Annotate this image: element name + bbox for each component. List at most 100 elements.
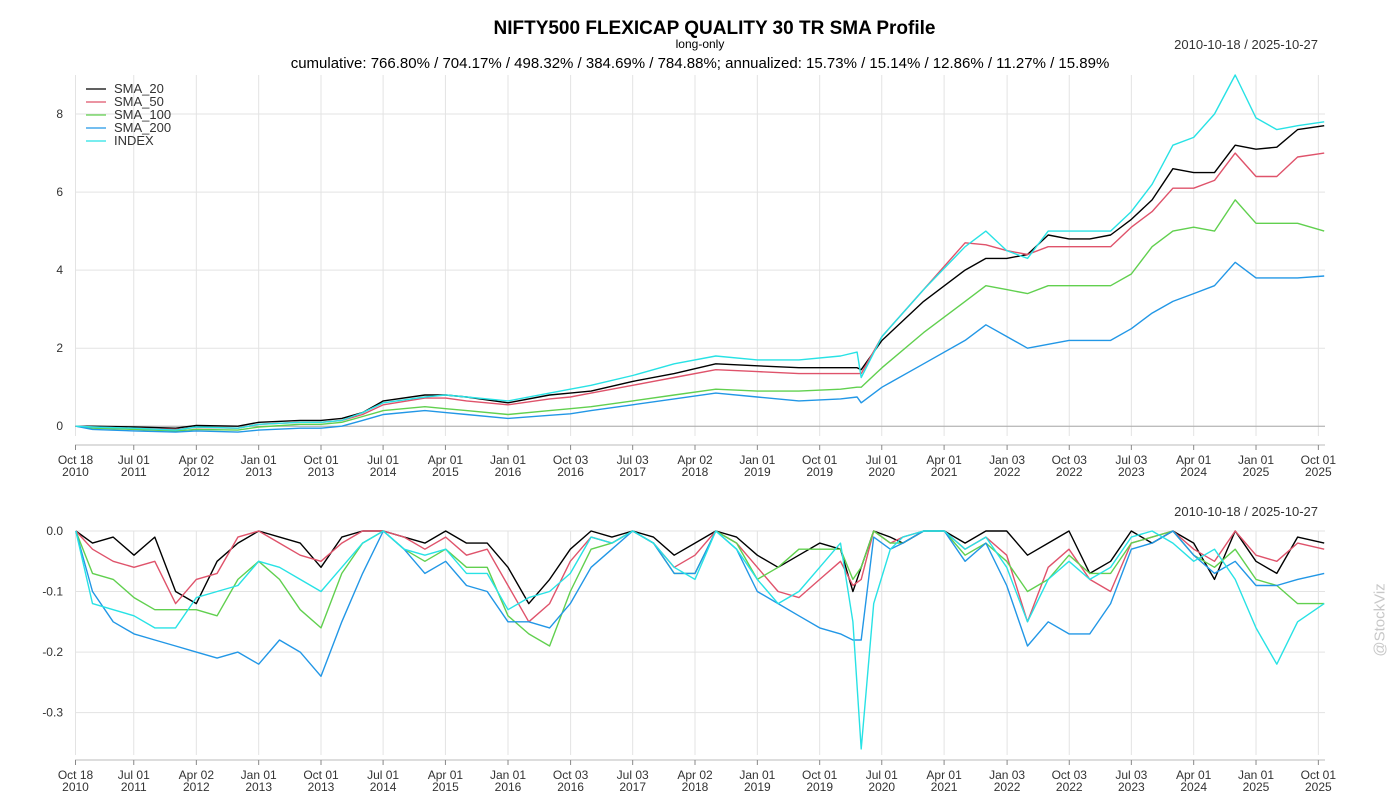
date-range-top: 2010-10-18 / 2025-10-27: [1174, 37, 1318, 52]
x-tick-year-label: 2011: [121, 780, 147, 794]
x-tick-year-label: 2020: [868, 465, 895, 479]
x-tick-year-label: 2014: [370, 780, 397, 794]
x-tick-year-label: 2017: [619, 780, 646, 794]
x-tick-year-label: 2022: [1056, 465, 1083, 479]
x-tick-label: Jan 01: [739, 768, 775, 782]
x-tick-label: Apr 02: [677, 768, 713, 782]
x-tick-label: Oct 03: [553, 453, 589, 467]
x-tick-label: Apr 02: [179, 768, 215, 782]
series-line-sma-100: [75, 199, 1325, 432]
x-tick-label: Apr 01: [428, 453, 464, 467]
series-line-index: [75, 530, 1325, 750]
x-tick-label: Oct 01: [802, 768, 838, 782]
y-tick-label: 2: [56, 341, 63, 355]
x-tick-label: Oct 01: [1301, 453, 1337, 467]
x-tick-label: Oct 01: [1301, 768, 1337, 782]
x-tick-label: Jan 01: [241, 453, 277, 467]
series-line-sma-50: [75, 152, 1325, 431]
x-tick-label: Jan 01: [490, 453, 526, 467]
x-tick-year-label: 2012: [183, 465, 210, 479]
x-tick-label: Oct 03: [1052, 453, 1088, 467]
x-tick-label: Jan 01: [1238, 768, 1274, 782]
x-tick-year-label: 2010: [62, 465, 89, 479]
x-tick-year-label: 2013: [308, 780, 335, 794]
y-tick-label: -0.2: [42, 645, 63, 659]
x-tick-label: Jan 03: [989, 768, 1025, 782]
x-tick-year-label: 2018: [682, 465, 709, 479]
legend-label: SMA_200: [114, 120, 171, 135]
x-tick-year-label: 2014: [370, 465, 397, 479]
x-tick-year-label: 2023: [1118, 465, 1145, 479]
x-tick-label: Apr 01: [1176, 453, 1212, 467]
x-tick-year-label: 2025: [1243, 780, 1270, 794]
watermark-text: @StockViz: [1371, 583, 1389, 657]
x-tick-label: Apr 01: [1176, 768, 1212, 782]
x-tick-year-label: 2022: [994, 465, 1021, 479]
legend-label: SMA_50: [114, 94, 164, 109]
series-line-sma-200: [75, 261, 1325, 433]
x-tick-year-label: 2016: [557, 465, 584, 479]
x-tick-label: Oct 18: [58, 453, 94, 467]
watermark: @StockViz: [1365, 570, 1395, 670]
x-tick-year-label: 2024: [1180, 780, 1207, 794]
performance-stats: cumulative: 766.80% / 704.17% / 498.32% …: [290, 55, 1110, 72]
x-tick-year-label: 2016: [495, 780, 522, 794]
x-tick-label: Jul 03: [617, 768, 649, 782]
x-tick-label: Oct 01: [802, 453, 838, 467]
y-tick-label: 6: [56, 185, 63, 199]
x-tick-year-label: 2019: [744, 465, 771, 479]
x-tick-label: Jul 01: [866, 768, 898, 782]
x-tick-year-label: 2016: [495, 465, 522, 479]
x-tick-year-label: 2010: [62, 780, 89, 794]
x-tick-year-label: 2019: [744, 780, 771, 794]
x-tick-year-label: 2016: [557, 780, 584, 794]
date-range-bottom: 2010-10-18 / 2025-10-27: [1174, 504, 1318, 519]
x-tick-year-label: 2023: [1118, 780, 1145, 794]
x-tick-year-label: 2015: [432, 465, 459, 479]
x-tick-year-label: 2019: [806, 465, 833, 479]
x-tick-year-label: 2021: [931, 780, 958, 794]
x-tick-year-label: 2015: [432, 780, 459, 794]
x-tick-label: Jul 01: [118, 453, 150, 467]
x-tick-year-label: 2017: [619, 465, 646, 479]
x-tick-label: Jul 03: [1115, 453, 1147, 467]
legend-label: INDEX: [114, 133, 154, 148]
x-tick-year-label: 2025: [1243, 465, 1270, 479]
y-tick-label: 0.0: [46, 524, 63, 538]
x-tick-year-label: 2013: [245, 465, 272, 479]
x-tick-label: Apr 02: [179, 453, 215, 467]
x-tick-label: Jan 01: [739, 453, 775, 467]
series-line-sma-20: [75, 125, 1325, 429]
x-tick-year-label: 2022: [1056, 780, 1083, 794]
x-tick-label: Oct 01: [303, 768, 339, 782]
x-tick-year-label: 2020: [868, 780, 895, 794]
chart-subtitle: long-only: [675, 37, 725, 51]
chart-title: NIFTY500 FLEXICAP QUALITY 30 TR SMA Prof…: [493, 18, 936, 39]
x-tick-label: Jul 03: [617, 453, 649, 467]
x-tick-year-label: 2022: [994, 780, 1021, 794]
y-tick-label: 4: [56, 263, 63, 277]
series-line-sma-200: [75, 530, 1325, 677]
x-tick-label: Apr 02: [677, 453, 713, 467]
x-tick-year-label: 2013: [245, 780, 272, 794]
x-tick-label: Jul 01: [367, 768, 399, 782]
y-tick-label: 0: [56, 419, 63, 433]
x-tick-label: Oct 03: [1052, 768, 1088, 782]
x-tick-year-label: 2021: [931, 465, 958, 479]
x-tick-year-label: 2012: [183, 780, 210, 794]
x-tick-label: Jul 03: [1115, 768, 1147, 782]
x-tick-label: Jul 01: [866, 453, 898, 467]
x-tick-label: Jan 01: [490, 768, 526, 782]
legend-label: SMA_20: [114, 81, 164, 96]
x-tick-label: Apr 01: [428, 768, 464, 782]
x-tick-label: Apr 01: [926, 768, 962, 782]
x-tick-label: Oct 03: [553, 768, 589, 782]
series-line-index: [75, 74, 1325, 431]
x-tick-year-label: 2013: [308, 465, 335, 479]
x-tick-label: Oct 01: [303, 453, 339, 467]
legend-label: SMA_100: [114, 107, 171, 122]
x-tick-label: Jul 01: [367, 453, 399, 467]
series-line-sma-50: [75, 530, 1325, 623]
x-tick-year-label: 2025: [1305, 780, 1332, 794]
x-tick-label: Jan 01: [241, 768, 277, 782]
